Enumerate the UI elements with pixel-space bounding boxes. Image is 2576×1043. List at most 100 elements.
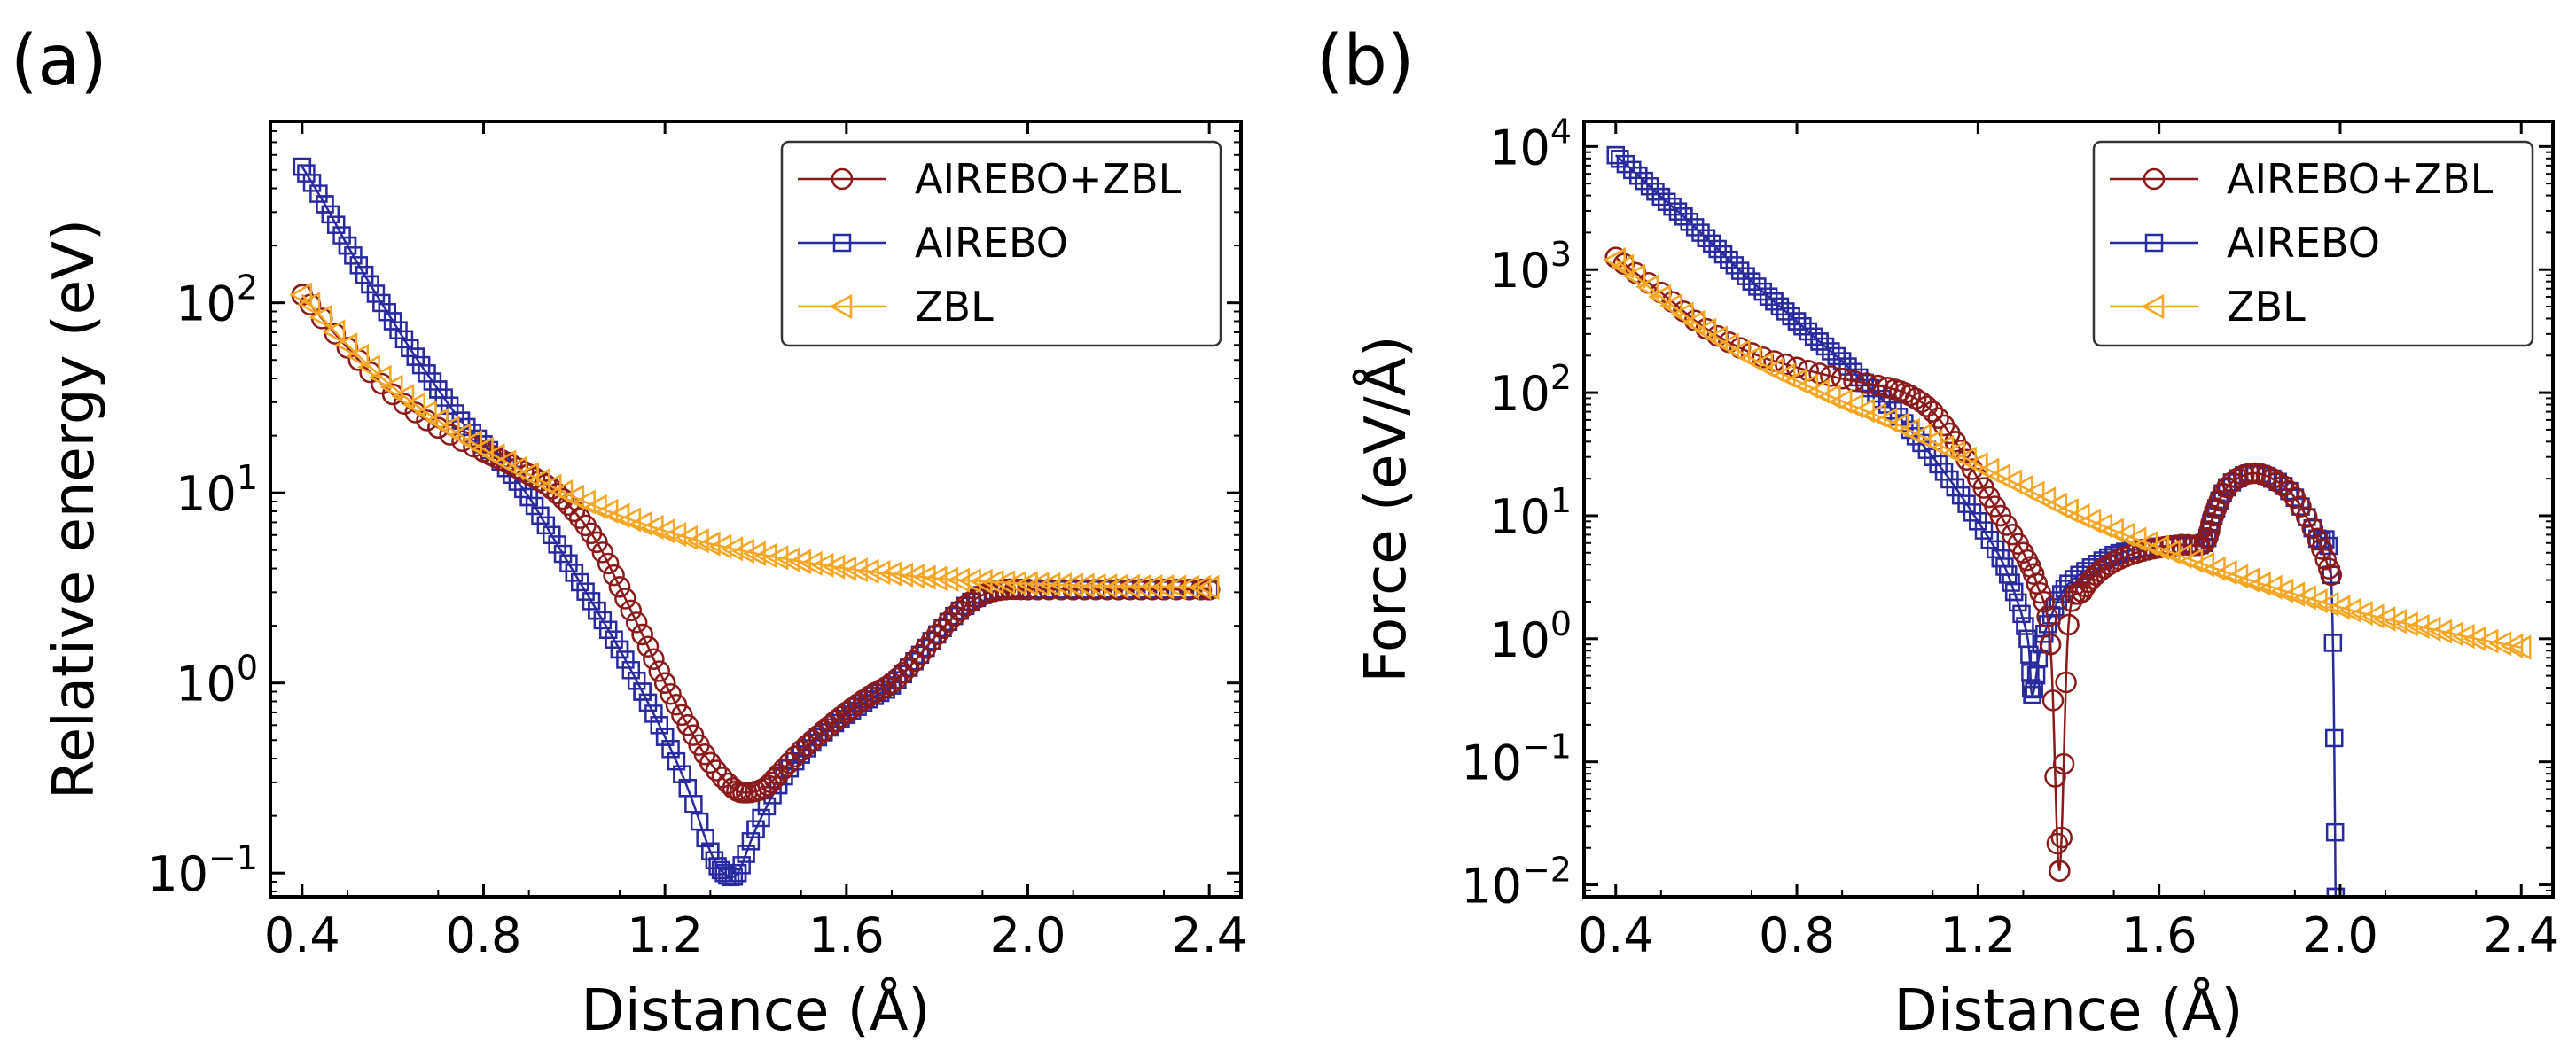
data-marker <box>1827 346 1846 366</box>
data-point <box>753 777 776 799</box>
data-marker <box>413 400 437 425</box>
data-marker <box>1799 322 1818 341</box>
data-marker <box>2025 680 2043 699</box>
data-marker <box>1730 261 1750 280</box>
data-marker <box>1670 301 1694 327</box>
data-point <box>924 565 948 591</box>
data-point <box>835 701 858 724</box>
data-marker <box>799 550 823 576</box>
data-marker <box>391 384 415 409</box>
data-marker <box>1843 370 1865 393</box>
x-tick-label: 1.6 <box>2121 907 2197 963</box>
data-marker <box>643 648 665 670</box>
data-marker <box>935 566 959 592</box>
plot-area <box>1603 145 2532 897</box>
data-marker <box>1094 573 1118 599</box>
data-marker <box>1049 572 1073 598</box>
legend-label: AIREBO <box>2227 219 2380 267</box>
data-point <box>2100 518 2124 543</box>
data-point <box>1014 571 1038 596</box>
data-point <box>2026 572 2048 595</box>
data-point <box>2372 606 2396 632</box>
data-marker <box>912 564 936 590</box>
data-point <box>1874 407 1898 432</box>
series-line <box>301 293 1210 794</box>
data-point <box>655 728 675 746</box>
data-marker <box>2012 604 2031 624</box>
data-marker <box>368 364 392 390</box>
data-marker <box>349 256 369 275</box>
data-marker <box>536 516 556 535</box>
data-marker <box>840 697 863 720</box>
data-marker <box>1010 578 1032 601</box>
data-point <box>905 652 924 671</box>
data-marker <box>2221 471 2244 494</box>
data-point <box>1991 549 2010 568</box>
data-point <box>2023 685 2041 704</box>
data-point <box>878 561 902 587</box>
data-marker <box>2176 533 2199 557</box>
data-marker <box>650 716 669 735</box>
data-marker <box>1611 150 1629 168</box>
data-marker <box>297 164 316 183</box>
data-marker <box>598 620 618 639</box>
data-point <box>1697 229 1716 248</box>
data-marker <box>915 636 937 659</box>
data-marker <box>675 525 698 550</box>
data-marker <box>667 751 686 771</box>
data-marker <box>1657 192 1676 211</box>
y-axis-label: Relative energy (eV) <box>42 219 107 799</box>
data-point <box>969 569 993 595</box>
x-axis-label: Distance (Å) <box>1894 977 2244 1043</box>
data-point <box>633 682 652 701</box>
data-point <box>1784 368 1807 393</box>
data-marker <box>2055 671 2077 694</box>
x-tick-label: 0.8 <box>446 907 522 963</box>
data-marker <box>570 572 589 592</box>
data-marker <box>855 558 879 584</box>
data-point <box>2307 527 2329 550</box>
panel-letter: (b) <box>1316 21 1414 101</box>
data-point <box>1651 187 1671 206</box>
data-marker <box>661 739 680 759</box>
legend-label: AIREBO+ZBL <box>2227 155 2494 203</box>
data-marker <box>638 693 658 712</box>
data-marker <box>731 538 754 564</box>
x-tick-label: 0.8 <box>1759 907 1835 963</box>
data-point <box>1876 377 1899 399</box>
x-tick-label: 1.2 <box>627 907 703 963</box>
legend-marker <box>829 293 853 320</box>
data-marker <box>660 682 682 705</box>
data-marker <box>553 544 573 564</box>
data-marker <box>1942 440 1966 466</box>
data-point <box>701 842 720 861</box>
y-tick-label: 102 <box>1489 358 1572 422</box>
data-marker <box>777 751 800 774</box>
data-marker <box>372 293 391 313</box>
data-point <box>1720 250 1738 269</box>
data-marker <box>2301 517 2323 540</box>
data-marker <box>1727 339 1751 365</box>
panel-a: (a) 0.4 0.8 1.2 1.6 2.0 2.4 10−1 100 101 102 Distan… <box>11 21 1247 1043</box>
data-marker <box>2325 822 2345 842</box>
panel-letter: (a) <box>11 21 107 101</box>
data-point <box>361 275 379 294</box>
data-marker <box>1980 530 2000 549</box>
series-zbl <box>1603 247 2532 660</box>
data-point <box>1151 574 1175 600</box>
data-marker <box>2016 617 2034 635</box>
data-marker <box>321 205 340 224</box>
data-marker <box>933 619 952 638</box>
data-marker <box>344 246 363 265</box>
x-axis-label: Distance (Å) <box>582 977 931 1043</box>
data-point <box>631 623 653 646</box>
y-tick-label: 10−2 <box>1461 851 1572 915</box>
series-line <box>1615 256 2332 871</box>
data-marker <box>2315 591 2339 617</box>
data-point <box>1629 166 1648 185</box>
y-tick-label: 10−1 <box>147 838 258 902</box>
legend-item: ZBL <box>2110 283 2306 331</box>
panel-b: (b) 0.4 0.8 1.2 1.6 2.0 2.4 10−2 10−1 100 101 102 10… <box>1316 21 2559 1043</box>
data-point <box>1603 247 1627 273</box>
data-point <box>858 685 880 708</box>
